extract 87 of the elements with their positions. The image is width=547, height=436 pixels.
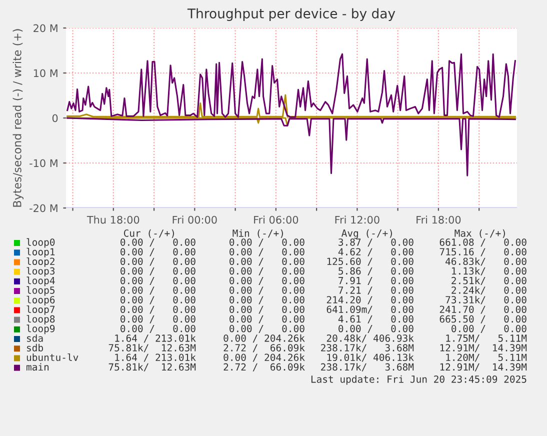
text: Avg (-/+)	[342, 229, 392, 239]
text: 19.01k/ 406.13k	[327, 354, 414, 362]
legend-label: loop9	[26, 324, 55, 334]
text: 75.81k/ 12.63M	[108, 363, 196, 372]
text: 2.72 / 66.09k	[224, 344, 305, 352]
text: 1.13k/ 0.00	[452, 267, 526, 276]
legend-label: loop0	[26, 238, 55, 248]
text: 0.00 / 0.00	[338, 324, 414, 334]
text: 1.64 / 213.01k	[115, 334, 196, 343]
text: 7.21 / 0.00	[338, 286, 414, 295]
legend-label: loop4	[26, 276, 55, 286]
legend-label: loop8	[26, 315, 55, 325]
text: 0.00 / 0.00	[230, 276, 304, 286]
text: 75.81k/ 12.63M	[108, 344, 196, 352]
text: 0.00 / 0.00	[120, 324, 196, 334]
y-axis-title: Bytes/second read (-) / write (+)	[12, 29, 24, 207]
text: 12.91M/ 14.39M	[440, 363, 527, 372]
text: 7.91 / 0.00	[338, 276, 414, 286]
text: 0.00 / 0.00	[230, 248, 304, 256]
text: 1.64 / 213.01k	[115, 354, 196, 362]
text: 0.00 / 0.00	[452, 324, 526, 334]
text: 0.00 / 0.00	[230, 286, 304, 295]
text: Max (-/+)	[454, 229, 505, 238]
y-tick-label: 0	[52, 114, 58, 122]
text: 0.00 / 0.00	[120, 248, 196, 256]
legend-label: loop3	[26, 267, 55, 277]
legend-label: loop2	[26, 257, 54, 267]
text: Min (-/+)	[232, 229, 283, 238]
x-tick-label: Fri 00:00	[172, 216, 217, 224]
chart-title: Throughput per device - by day	[187, 8, 396, 22]
text: 0.00 / 0.00	[120, 286, 196, 295]
legend-label: ubuntu-lv	[26, 353, 78, 362]
text: 0.00 / 0.00	[120, 238, 196, 247]
text: 125.60 / 0.00	[327, 258, 414, 266]
legend-label: main	[26, 363, 49, 371]
text: 0.00 / 0.00	[120, 276, 196, 286]
text: 641.09m/ 0.00	[326, 306, 414, 314]
text: 2.51k/ 0.00	[452, 276, 526, 286]
legend-label: sdb	[27, 344, 43, 352]
text: 0.00 / 0.00	[230, 238, 304, 247]
text: Cur (-/+)	[124, 229, 174, 238]
y-tick-label: 20 M	[34, 24, 58, 32]
text: 3.87 / 0.00	[338, 238, 414, 247]
text: 2.72 / 66.09k	[224, 363, 305, 372]
legend-label: loop7	[26, 305, 55, 315]
text: 1.20M/ 5.11M	[446, 354, 527, 362]
text: 661.08 / 0.00	[440, 238, 526, 247]
text: 0.00 / 0.00	[120, 267, 196, 276]
x-tick-label: Thu 18:00	[86, 216, 140, 224]
y-tick-label: 10 M	[34, 69, 58, 78]
legend-label: loop1	[26, 248, 55, 258]
text: 0.00 / 0.00	[230, 296, 304, 304]
text: 238.17k/ 3.68M	[321, 363, 414, 372]
text: 0.00 / 0.00	[230, 258, 304, 266]
text: 12.91M/ 14.39M	[440, 344, 527, 352]
text: 0.00 / 0.00	[230, 315, 304, 324]
text: 5.86 / 0.00	[338, 267, 414, 276]
text: 0.00 / 0.00	[120, 296, 196, 304]
text: 0.00 / 0.00	[230, 306, 304, 314]
text: 241.70 / 0.00	[440, 306, 526, 314]
text: Last update: Fri Jun 20 23:45:09 2025	[311, 375, 526, 385]
legend-label: loop6	[26, 296, 55, 306]
text: 0.00 / 0.00	[120, 258, 196, 266]
x-tick-label: Fri 06:00	[254, 216, 298, 224]
y-tick-label: -20 M	[30, 204, 58, 212]
y-tick-label: -10 M	[30, 159, 58, 168]
text: 2.24k/ 0.00	[452, 286, 526, 295]
text: 715.16 / 0.00	[440, 248, 526, 256]
text: 0.00 / 204.26k	[224, 334, 305, 343]
text: 46.83k/ 0.00	[446, 258, 526, 266]
text: 0.00 / 0.00	[230, 267, 304, 276]
text: 20.48k/ 406.93k	[326, 334, 414, 343]
text: 238.17k/ 3.68M	[321, 344, 414, 352]
text: 665.50 / 0.00	[440, 315, 526, 324]
text: 73.31k/ 0.00	[446, 296, 526, 304]
text: 0.00 / 0.00	[120, 306, 196, 314]
text: 4.61 / 0.00	[338, 315, 414, 324]
text: 214.20 / 0.00	[326, 296, 414, 304]
text: 1.75M/ 5.11M	[446, 334, 527, 343]
text: 0.00 / 0.00	[120, 315, 196, 324]
text: 0.00 / 204.26k	[224, 354, 305, 362]
text: 0.00 / 0.00	[230, 324, 304, 334]
x-tick-label: Fri 12:00	[335, 216, 380, 224]
legend-label: sda	[27, 334, 43, 342]
x-tick-label: Fri 18:00	[416, 216, 461, 224]
text: 4.62 / 0.00	[338, 248, 414, 256]
legend-label: loop5	[26, 286, 54, 296]
